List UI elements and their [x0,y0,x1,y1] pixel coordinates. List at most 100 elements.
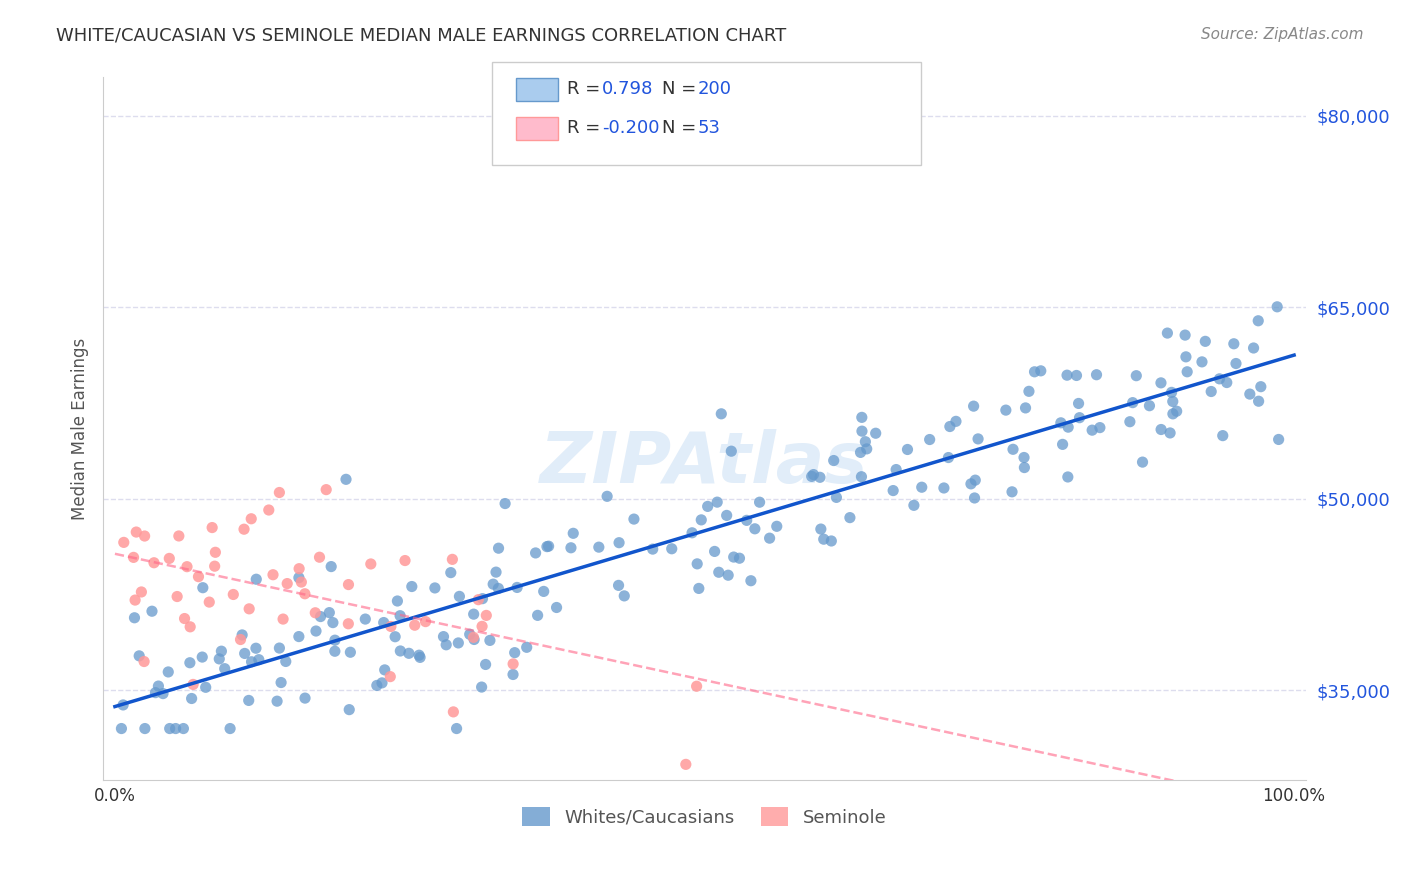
Point [710,407,733,421]
Point [707,566,730,580]
Point [813,532,835,546]
Point [1024,365,1046,379]
Point [723,550,745,565]
Point [458,627,481,641]
Point [720,444,742,458]
Point [304,606,326,620]
Point [1150,423,1173,437]
Point [404,618,426,632]
Point [1161,394,1184,409]
Point [623,512,645,526]
Point [716,508,738,523]
Point [681,525,703,540]
Point [337,616,360,631]
Point [1150,376,1173,390]
Point [204,559,226,574]
Y-axis label: Median Male Earnings: Median Male Earnings [72,337,89,520]
Point [229,632,252,647]
Point [401,580,423,594]
Point [1069,410,1091,425]
Point [1212,428,1234,442]
Point [533,584,555,599]
Point [238,602,260,616]
Point [853,434,876,449]
Point [266,694,288,708]
Point [463,630,485,644]
Point [803,467,825,482]
Point [219,722,242,736]
Point [939,419,962,434]
Point [488,541,510,556]
Point [607,578,630,592]
Point [1139,399,1161,413]
Point [181,677,204,691]
Point [423,581,446,595]
Point [124,593,146,607]
Point [335,472,357,486]
Point [134,529,156,543]
Point [800,469,823,483]
Point [851,424,873,438]
Point [1056,470,1078,484]
Point [748,495,770,509]
Point [537,539,560,553]
Point [735,513,758,527]
Point [1056,368,1078,383]
Point [740,574,762,588]
Point [145,686,167,700]
Point [179,656,201,670]
Point [371,676,394,690]
Point [447,636,470,650]
Point [502,667,524,681]
Point [187,569,209,583]
Point [415,615,437,629]
Point [159,722,181,736]
Point [962,399,984,413]
Point [124,611,146,625]
Point [690,513,713,527]
Point [503,646,526,660]
Point [1156,326,1178,340]
Point [201,520,224,534]
Point [360,557,382,571]
Point [463,607,485,622]
Point [233,522,256,536]
Point [903,499,925,513]
Point [810,522,832,536]
Point [960,476,983,491]
Point [166,590,188,604]
Point [380,670,402,684]
Point [387,594,409,608]
Point [152,687,174,701]
Point [661,541,683,556]
Point [134,722,156,736]
Point [918,433,941,447]
Point [911,480,934,494]
Point [546,600,568,615]
Point [965,473,987,487]
Point [191,581,214,595]
Point [728,551,751,566]
Point [389,608,412,623]
Point [269,641,291,656]
Point [323,633,346,648]
Point [963,491,986,505]
Point [1085,368,1108,382]
Text: WHITE/CAUCASIAN VS SEMINOLE MEDIAN MALE EARNINGS CORRELATION CHART: WHITE/CAUCASIAN VS SEMINOLE MEDIAN MALE … [56,27,786,45]
Point [1239,387,1261,401]
Point [204,545,226,559]
Point [112,535,135,549]
Text: N =: N = [662,119,702,136]
Point [882,483,904,498]
Point [1225,357,1247,371]
Point [1160,385,1182,400]
Point [474,657,496,672]
Point [696,500,718,514]
Text: 200: 200 [697,80,731,98]
Point [112,698,135,712]
Point [208,652,231,666]
Point [222,587,245,601]
Point [1066,368,1088,383]
Point [354,612,377,626]
Point [432,630,454,644]
